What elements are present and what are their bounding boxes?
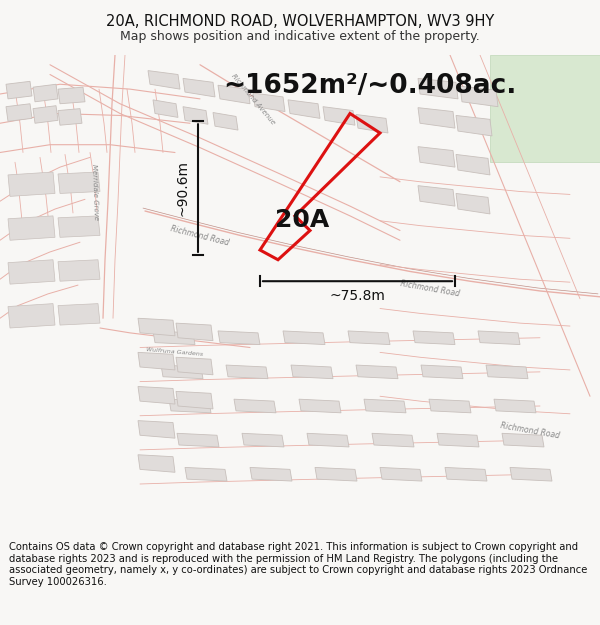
- Polygon shape: [153, 331, 195, 344]
- Text: Richmond Road: Richmond Road: [400, 279, 460, 299]
- Polygon shape: [307, 433, 349, 447]
- Polygon shape: [364, 399, 406, 413]
- Polygon shape: [380, 468, 422, 481]
- Polygon shape: [33, 84, 58, 102]
- Polygon shape: [456, 194, 490, 214]
- Polygon shape: [148, 71, 180, 89]
- Polygon shape: [58, 109, 82, 125]
- Polygon shape: [418, 78, 458, 99]
- Polygon shape: [413, 331, 455, 344]
- Polygon shape: [494, 399, 536, 413]
- Text: Wulfruna Gardens: Wulfruna Gardens: [146, 348, 203, 358]
- Polygon shape: [429, 399, 471, 413]
- Polygon shape: [356, 114, 388, 133]
- Polygon shape: [8, 304, 55, 328]
- Polygon shape: [291, 365, 333, 379]
- Polygon shape: [510, 468, 552, 481]
- Text: ~90.6m: ~90.6m: [176, 160, 190, 216]
- Polygon shape: [176, 357, 213, 375]
- Polygon shape: [486, 365, 528, 379]
- Text: Richmond Avenue: Richmond Avenue: [230, 72, 276, 126]
- Polygon shape: [185, 468, 227, 481]
- Polygon shape: [8, 260, 55, 284]
- Polygon shape: [478, 331, 520, 344]
- Polygon shape: [348, 331, 390, 344]
- Polygon shape: [283, 331, 325, 344]
- Polygon shape: [213, 112, 238, 130]
- Polygon shape: [456, 116, 492, 136]
- Polygon shape: [299, 399, 341, 413]
- Polygon shape: [6, 104, 32, 121]
- Polygon shape: [418, 147, 455, 167]
- Polygon shape: [234, 399, 276, 413]
- Polygon shape: [218, 85, 250, 104]
- Polygon shape: [153, 100, 178, 118]
- Polygon shape: [176, 323, 213, 341]
- Polygon shape: [421, 365, 463, 379]
- Polygon shape: [372, 433, 414, 447]
- Polygon shape: [177, 433, 219, 447]
- Text: 20A, RICHMOND ROAD, WOLVERHAMPTON, WV3 9HY: 20A, RICHMOND ROAD, WOLVERHAMPTON, WV3 9…: [106, 14, 494, 29]
- Polygon shape: [58, 172, 100, 194]
- Text: ~75.8m: ~75.8m: [329, 289, 385, 303]
- Polygon shape: [58, 216, 100, 238]
- Polygon shape: [437, 433, 479, 447]
- Polygon shape: [138, 318, 175, 336]
- Polygon shape: [250, 468, 292, 481]
- Polygon shape: [138, 455, 175, 472]
- Polygon shape: [33, 106, 58, 123]
- Text: Map shows position and indicative extent of the property.: Map shows position and indicative extent…: [120, 30, 480, 43]
- Polygon shape: [253, 93, 285, 111]
- Polygon shape: [445, 468, 487, 481]
- Polygon shape: [138, 421, 175, 438]
- Polygon shape: [288, 100, 320, 118]
- Text: ~1652m²/~0.408ac.: ~1652m²/~0.408ac.: [223, 73, 517, 99]
- Text: Merridale Grove: Merridale Grove: [91, 163, 99, 219]
- Text: Richmond Road: Richmond Road: [170, 224, 230, 247]
- Polygon shape: [418, 107, 455, 128]
- Polygon shape: [161, 365, 203, 379]
- Polygon shape: [58, 304, 100, 325]
- Text: Richmond Road: Richmond Road: [500, 421, 560, 440]
- Polygon shape: [183, 78, 215, 97]
- Polygon shape: [456, 154, 490, 175]
- Polygon shape: [6, 81, 32, 99]
- Polygon shape: [169, 399, 211, 413]
- Polygon shape: [460, 86, 498, 107]
- Polygon shape: [418, 186, 455, 206]
- Polygon shape: [138, 386, 175, 404]
- Polygon shape: [183, 107, 208, 124]
- Polygon shape: [138, 352, 175, 370]
- Polygon shape: [58, 87, 85, 104]
- Polygon shape: [58, 260, 100, 281]
- Polygon shape: [502, 433, 544, 447]
- Polygon shape: [218, 331, 260, 344]
- Polygon shape: [242, 433, 284, 447]
- Polygon shape: [356, 365, 398, 379]
- Text: Contains OS data © Crown copyright and database right 2021. This information is : Contains OS data © Crown copyright and d…: [9, 542, 587, 587]
- Polygon shape: [8, 216, 55, 240]
- Text: 20A: 20A: [275, 208, 329, 232]
- Polygon shape: [8, 172, 55, 196]
- Polygon shape: [490, 55, 600, 162]
- Polygon shape: [323, 107, 355, 125]
- Polygon shape: [176, 391, 213, 409]
- Polygon shape: [315, 468, 357, 481]
- Polygon shape: [226, 365, 268, 379]
